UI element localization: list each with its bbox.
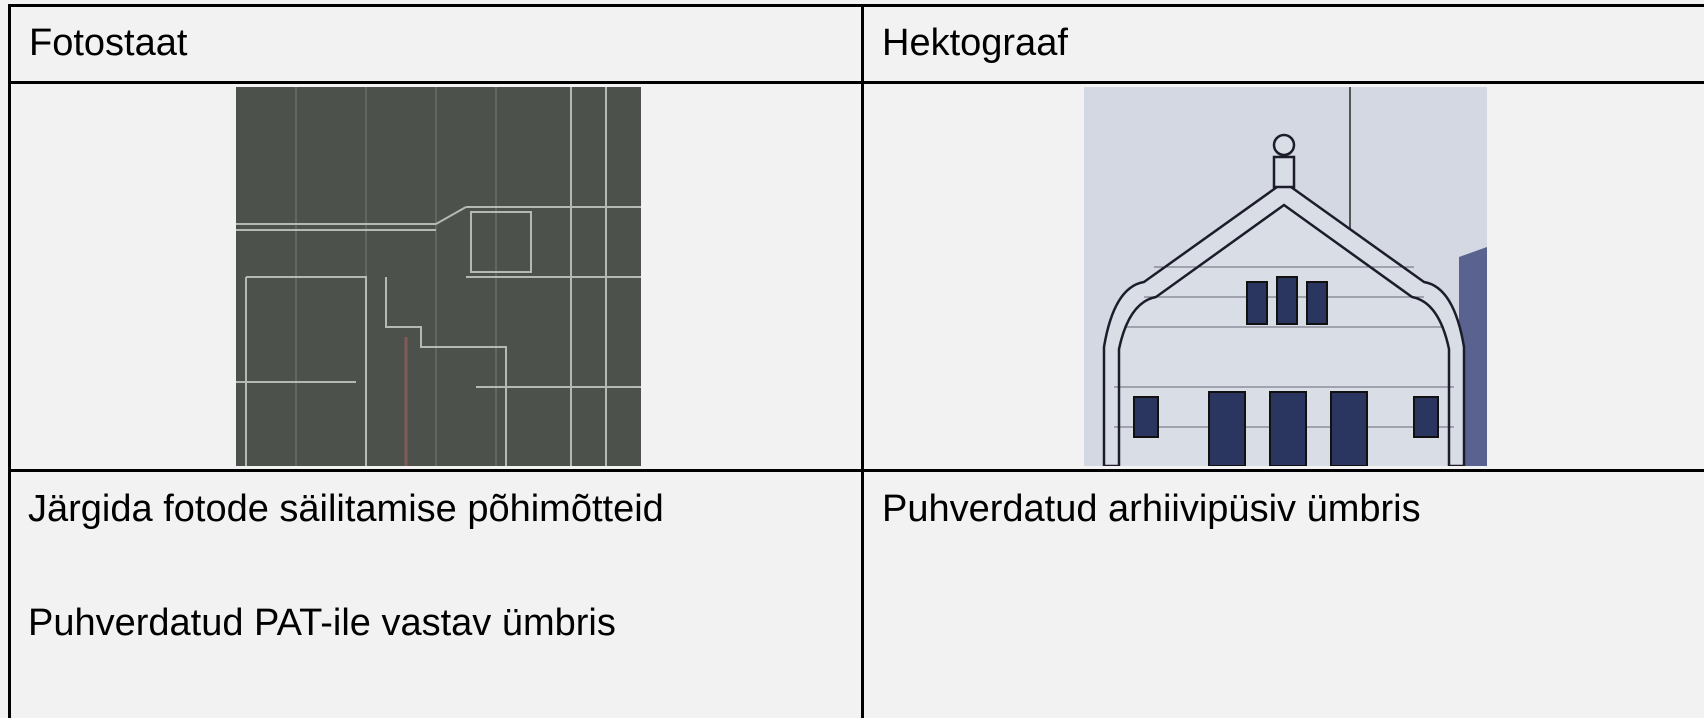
- cell-text: Puhverdatud arhiivipüsiv ümbris: [882, 488, 1421, 530]
- row-divider: [8, 469, 1704, 472]
- hectograph-image: [1084, 87, 1487, 466]
- row-divider: [8, 81, 1704, 84]
- table-border-top: [8, 4, 1704, 7]
- photostat-image: [236, 87, 641, 466]
- cell-text: Järgida fotode säilitamise põhimõtteid: [28, 488, 664, 530]
- header-cell: Fotostaat: [29, 22, 188, 64]
- header-cell: Hektograaf: [882, 22, 1068, 64]
- column-divider: [861, 4, 864, 718]
- cell-text: Puhverdatud PAT-ile vastav ümbris: [28, 602, 616, 644]
- table-border-left: [8, 4, 11, 718]
